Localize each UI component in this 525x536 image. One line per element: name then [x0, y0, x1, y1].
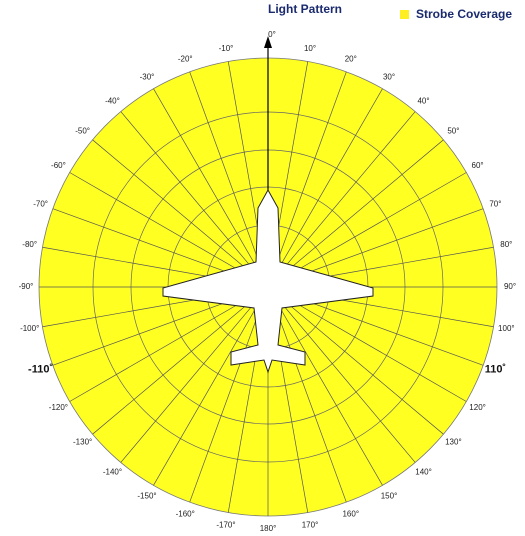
angle-label: 140° — [415, 467, 432, 476]
angle-label: -20° — [178, 55, 193, 64]
angle-label: -140° — [103, 467, 122, 476]
angle-label: -120° — [49, 403, 68, 412]
angle-label: -60° — [51, 161, 66, 170]
angle-label: -80° — [22, 240, 37, 249]
angle-label: 160° — [342, 510, 359, 519]
legend-label: Strobe Coverage — [416, 7, 512, 21]
angle-label: 130° — [445, 438, 462, 447]
angle-label: -30° — [140, 73, 155, 82]
angle-label: 150° — [381, 492, 398, 501]
angle-label: -110˚ — [28, 364, 53, 376]
angle-label: -90° — [19, 282, 34, 291]
angle-label: -70° — [33, 199, 48, 208]
angle-label: -50° — [75, 127, 90, 136]
angle-label: 30° — [383, 73, 395, 82]
angle-label: -40° — [105, 97, 120, 106]
angle-label: 20° — [345, 55, 357, 64]
angle-label: 170° — [302, 520, 319, 529]
angle-label: 0° — [268, 30, 276, 39]
angle-label: 60° — [472, 161, 484, 170]
angle-label: -10° — [219, 44, 234, 53]
angle-label: -150° — [137, 492, 156, 501]
angle-label: 80° — [500, 240, 512, 249]
legend-swatch — [400, 10, 409, 19]
angle-label: 50° — [447, 127, 459, 136]
title: Light Pattern — [268, 2, 342, 16]
angle-label: -130° — [73, 438, 92, 447]
angle-label: -170° — [216, 520, 235, 529]
angle-label: 100° — [498, 324, 515, 333]
angle-label: 70° — [489, 199, 501, 208]
angle-label: 120° — [469, 403, 486, 412]
angle-label: 110˚ — [485, 364, 506, 376]
angle-label: -160° — [176, 510, 195, 519]
angle-label: 180° — [260, 524, 277, 533]
angle-label: -100° — [20, 324, 39, 333]
angle-label: 90° — [504, 282, 516, 291]
angle-label: 40° — [417, 97, 429, 106]
angle-label: 10° — [304, 44, 316, 53]
light-pattern-diagram: Light Pattern Strobe Coverage 0° 10° 20° 30… — [0, 0, 525, 536]
